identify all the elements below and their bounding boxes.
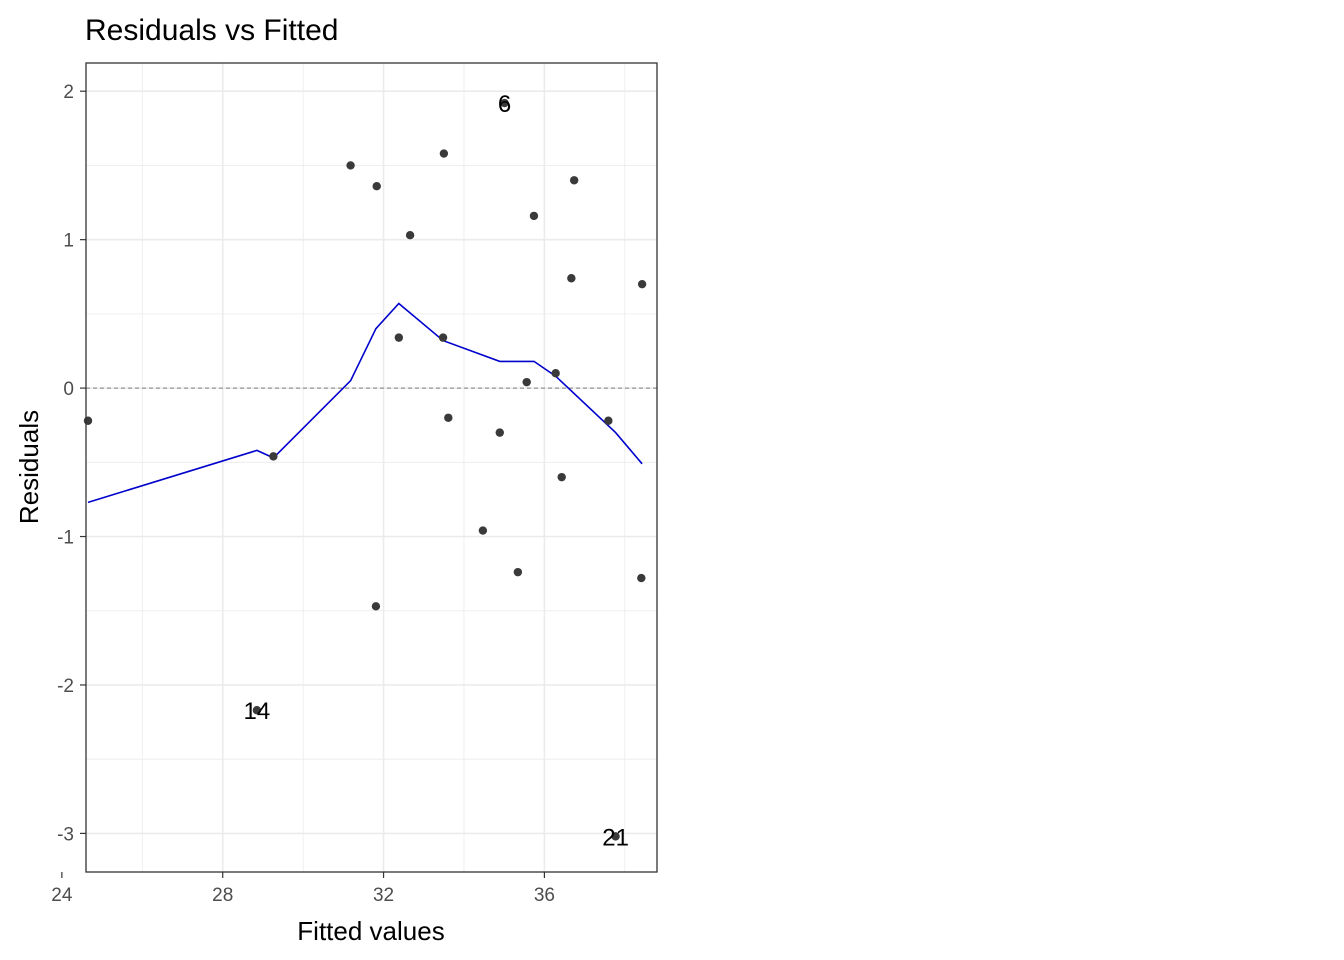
data-point	[444, 413, 453, 422]
y-axis-title: Residuals	[14, 410, 44, 524]
data-point	[439, 149, 449, 158]
data-point	[252, 706, 262, 715]
data-point	[551, 369, 560, 378]
y-axis-ticks: -3 -2 -1 0 1 2	[57, 82, 86, 845]
y-tick-label: -2	[57, 676, 74, 697]
data-point	[372, 182, 381, 191]
y-tick-label: 2	[63, 82, 74, 103]
data-point	[604, 416, 613, 425]
data-point	[557, 472, 566, 482]
point-labels: 14 6 21	[244, 91, 629, 851]
point-label: 14	[244, 698, 271, 725]
x-axis-title: Fitted values	[297, 916, 444, 946]
point-label: 6	[498, 91, 511, 118]
grid-lines	[86, 63, 657, 872]
data-point	[500, 98, 509, 108]
data-point	[346, 161, 355, 170]
x-tick-label: 28	[212, 885, 233, 906]
y-tick-label: -3	[57, 824, 74, 845]
x-axis-ticks: 24 28 32 36	[51, 872, 555, 906]
data-point	[405, 230, 415, 240]
data-point	[371, 602, 381, 611]
data-point	[567, 274, 576, 283]
data-point	[637, 573, 646, 583]
data-point	[394, 333, 404, 342]
data-point	[637, 279, 647, 289]
data-point	[529, 211, 539, 221]
plot-panel	[86, 63, 657, 872]
data-point	[611, 832, 620, 841]
data-point	[269, 452, 278, 461]
x-tick-label: 36	[534, 885, 555, 906]
data-point	[438, 333, 448, 342]
x-tick-label: 32	[373, 885, 394, 906]
panel-border	[85, 62, 658, 873]
point-label: 21	[602, 824, 629, 851]
y-tick-label: 1	[63, 231, 74, 252]
data-point	[522, 377, 531, 387]
chart-title: Residuals vs Fitted	[85, 14, 338, 47]
y-tick-label: -1	[57, 528, 74, 549]
data-point	[478, 526, 488, 535]
data-point	[495, 428, 504, 437]
data-point	[83, 416, 93, 425]
data-points	[83, 98, 647, 841]
data-point	[569, 176, 579, 185]
y-tick-label: 0	[63, 379, 74, 400]
data-point	[513, 567, 523, 577]
x-tick-label: 24	[51, 885, 73, 906]
